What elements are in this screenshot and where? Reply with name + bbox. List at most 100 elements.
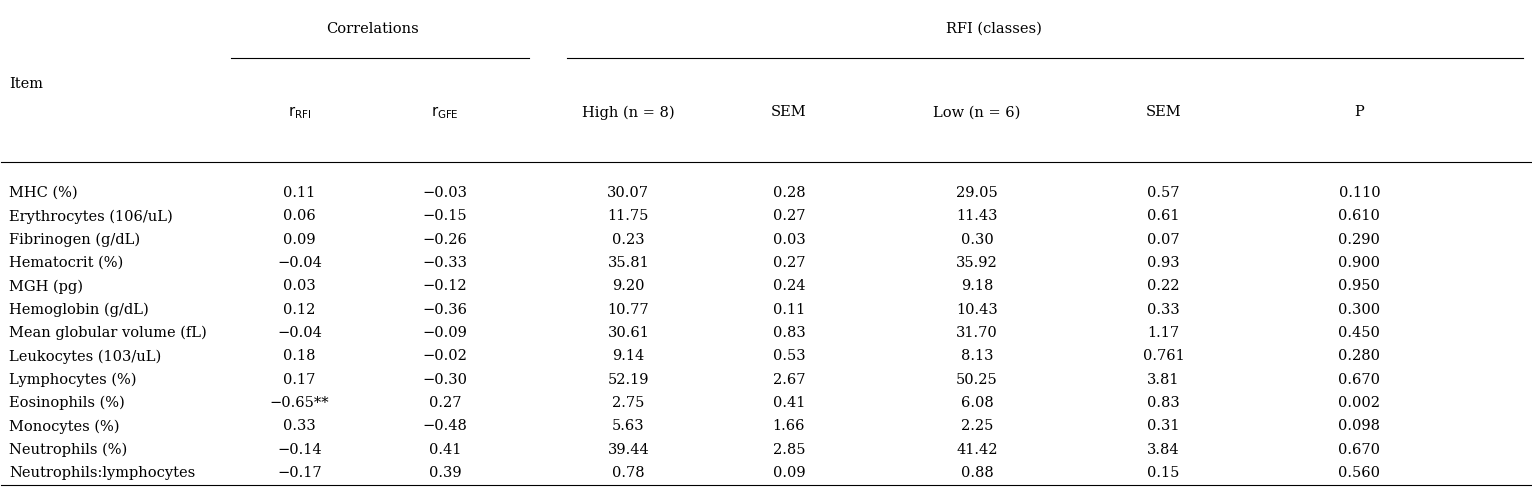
Text: 0.27: 0.27 — [772, 256, 806, 270]
Text: Correlations: Correlations — [326, 22, 418, 36]
Text: 8.13: 8.13 — [961, 349, 993, 364]
Text: −0.12: −0.12 — [423, 279, 467, 294]
Text: 41.42: 41.42 — [956, 443, 997, 457]
Text: RFI (classes): RFI (classes) — [945, 22, 1042, 36]
Text: 35.81: 35.81 — [608, 256, 650, 270]
Text: 0.39: 0.39 — [429, 466, 461, 480]
Text: Fibrinogen (g/dL): Fibrinogen (g/dL) — [9, 233, 139, 247]
Text: Erythrocytes (106/uL): Erythrocytes (106/uL) — [9, 209, 173, 224]
Text: 0.03: 0.03 — [772, 233, 806, 247]
Text: MGH (pg): MGH (pg) — [9, 279, 83, 294]
Text: 1.66: 1.66 — [772, 420, 806, 434]
Text: Item: Item — [9, 77, 43, 91]
Text: 0.33: 0.33 — [283, 420, 316, 434]
Text: 2.75: 2.75 — [613, 396, 645, 410]
Text: −0.02: −0.02 — [423, 349, 467, 364]
Text: Mean globular volume (fL): Mean globular volume (fL) — [9, 326, 207, 340]
Text: P: P — [1354, 105, 1363, 120]
Text: −0.48: −0.48 — [423, 420, 467, 434]
Text: −0.04: −0.04 — [277, 326, 322, 340]
Text: −0.17: −0.17 — [277, 466, 322, 480]
Text: 0.110: 0.110 — [1339, 186, 1380, 200]
Text: 3.81: 3.81 — [1147, 373, 1180, 387]
Text: Low (n = 6): Low (n = 6) — [933, 105, 1020, 120]
Text: 9.14: 9.14 — [613, 349, 645, 364]
Text: 0.18: 0.18 — [283, 349, 316, 364]
Text: Leukocytes (103/uL): Leukocytes (103/uL) — [9, 349, 161, 364]
Text: $\mathrm{r_{RFI}}$: $\mathrm{r_{RFI}}$ — [288, 104, 311, 121]
Text: 30.61: 30.61 — [607, 326, 650, 340]
Text: 2.25: 2.25 — [961, 420, 993, 434]
Text: 50.25: 50.25 — [956, 373, 997, 387]
Text: 0.83: 0.83 — [772, 326, 806, 340]
Text: 39.44: 39.44 — [608, 443, 650, 457]
Text: 1.17: 1.17 — [1147, 326, 1180, 340]
Text: 0.280: 0.280 — [1339, 349, 1380, 364]
Text: 35.92: 35.92 — [956, 256, 997, 270]
Text: 0.07: 0.07 — [1147, 233, 1180, 247]
Text: 0.06: 0.06 — [283, 209, 316, 223]
Text: 0.33: 0.33 — [1147, 303, 1180, 317]
Text: Neutrophils:lymphocytes: Neutrophils:lymphocytes — [9, 466, 195, 480]
Text: 3.84: 3.84 — [1147, 443, 1180, 457]
Text: 0.93: 0.93 — [1147, 256, 1180, 270]
Text: Lymphocytes (%): Lymphocytes (%) — [9, 372, 136, 387]
Text: 0.88: 0.88 — [961, 466, 993, 480]
Text: 2.85: 2.85 — [772, 443, 806, 457]
Text: 10.43: 10.43 — [956, 303, 997, 317]
Text: 29.05: 29.05 — [956, 186, 997, 200]
Text: 0.610: 0.610 — [1339, 209, 1380, 223]
Text: 0.61: 0.61 — [1147, 209, 1180, 223]
Text: 0.560: 0.560 — [1339, 466, 1380, 480]
Text: 0.670: 0.670 — [1339, 443, 1380, 457]
Text: −0.03: −0.03 — [423, 186, 467, 200]
Text: 6.08: 6.08 — [961, 396, 993, 410]
Text: 5.63: 5.63 — [613, 420, 645, 434]
Text: 0.09: 0.09 — [283, 233, 316, 247]
Text: Neutrophils (%): Neutrophils (%) — [9, 442, 127, 457]
Text: −0.36: −0.36 — [423, 303, 467, 317]
Text: 0.17: 0.17 — [283, 373, 316, 387]
Text: 0.83: 0.83 — [1147, 396, 1180, 410]
Text: 0.300: 0.300 — [1339, 303, 1380, 317]
Text: 0.11: 0.11 — [772, 303, 804, 317]
Text: 0.57: 0.57 — [1147, 186, 1180, 200]
Text: SEM: SEM — [1146, 105, 1181, 120]
Text: 0.098: 0.098 — [1339, 420, 1380, 434]
Text: 0.22: 0.22 — [1147, 279, 1180, 294]
Text: 0.78: 0.78 — [613, 466, 645, 480]
Text: SEM: SEM — [771, 105, 807, 120]
Text: 10.77: 10.77 — [608, 303, 650, 317]
Text: 0.28: 0.28 — [772, 186, 806, 200]
Text: Monocytes (%): Monocytes (%) — [9, 419, 119, 434]
Text: 0.27: 0.27 — [429, 396, 461, 410]
Text: MHC (%): MHC (%) — [9, 186, 78, 200]
Text: 0.290: 0.290 — [1339, 233, 1380, 247]
Text: −0.09: −0.09 — [423, 326, 467, 340]
Text: 31.70: 31.70 — [956, 326, 997, 340]
Text: 2.67: 2.67 — [772, 373, 806, 387]
Text: 0.450: 0.450 — [1339, 326, 1380, 340]
Text: −0.15: −0.15 — [423, 209, 467, 223]
Text: $\mathrm{r_{GFE}}$: $\mathrm{r_{GFE}}$ — [430, 104, 458, 121]
Text: 11.43: 11.43 — [956, 209, 997, 223]
Text: 0.15: 0.15 — [1147, 466, 1180, 480]
Text: −0.14: −0.14 — [277, 443, 322, 457]
Text: High (n = 8): High (n = 8) — [582, 105, 674, 120]
Text: 0.53: 0.53 — [772, 349, 806, 364]
Text: −0.30: −0.30 — [423, 373, 467, 387]
Text: 0.27: 0.27 — [772, 209, 806, 223]
Text: 0.41: 0.41 — [772, 396, 806, 410]
Text: −0.04: −0.04 — [277, 256, 322, 270]
Text: 0.002: 0.002 — [1339, 396, 1380, 410]
Text: 0.761: 0.761 — [1143, 349, 1184, 364]
Text: Hemoglobin (g/dL): Hemoglobin (g/dL) — [9, 303, 149, 317]
Text: 0.41: 0.41 — [429, 443, 461, 457]
Text: 0.950: 0.950 — [1339, 279, 1380, 294]
Text: 0.24: 0.24 — [772, 279, 806, 294]
Text: 0.900: 0.900 — [1339, 256, 1380, 270]
Text: −0.26: −0.26 — [423, 233, 467, 247]
Text: 0.09: 0.09 — [772, 466, 806, 480]
Text: 30.07: 30.07 — [607, 186, 650, 200]
Text: 52.19: 52.19 — [608, 373, 650, 387]
